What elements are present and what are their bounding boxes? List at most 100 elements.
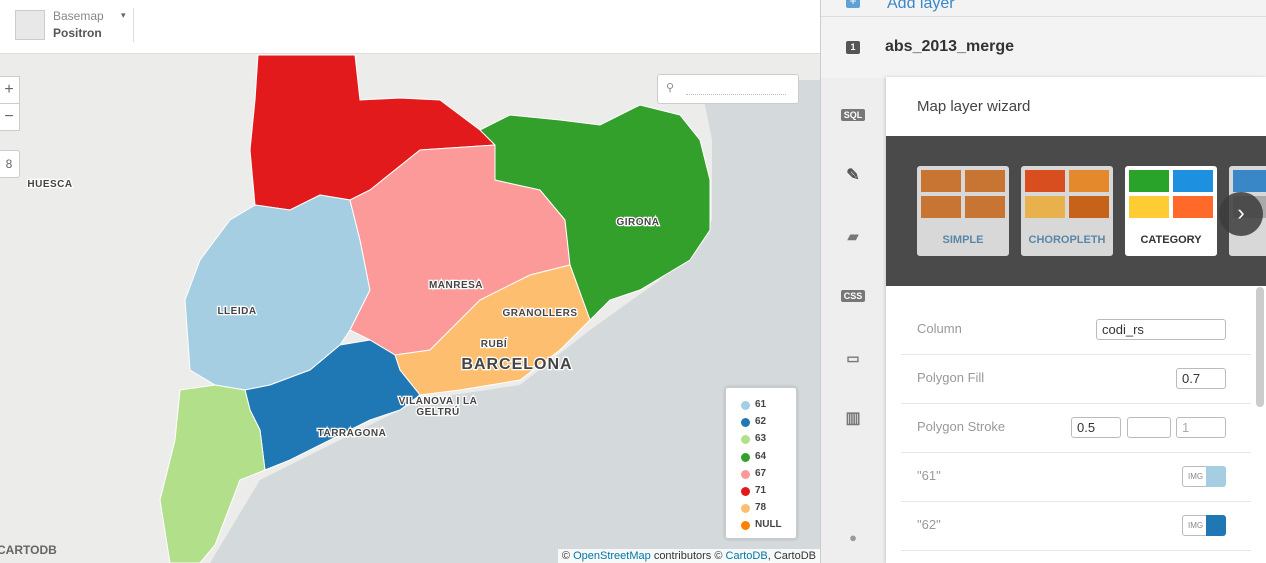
form-row xyxy=(901,305,1251,355)
form-row xyxy=(901,501,1251,551)
next-button[interactable]: › xyxy=(1219,192,1263,236)
toolbar: Basemap Positron ▾ xyxy=(0,0,820,54)
thumb-cell xyxy=(1069,170,1109,192)
thumb-cell xyxy=(965,196,1005,218)
wizard-type[interactable]: SIMPLE xyxy=(917,166,1009,256)
wizard-type[interactable]: CHOROPLETH xyxy=(1021,166,1113,256)
place-label: TARRAGONA xyxy=(318,428,387,439)
thumb-cell xyxy=(1173,170,1213,192)
layer-name[interactable]: abs_2013_merge xyxy=(885,38,1014,55)
wizard-title: Map layer wizard xyxy=(917,98,1031,115)
region[interactable] xyxy=(244,339,421,471)
form-row xyxy=(901,354,1251,404)
sql-tab[interactable]: SQL xyxy=(832,109,874,121)
powered-by[interactable]: CARTODB xyxy=(0,543,57,557)
form-label: "61" xyxy=(917,468,941,483)
legend-swatch xyxy=(741,487,750,496)
sea xyxy=(210,80,820,563)
place-label: MANRESA xyxy=(429,280,483,291)
column-select[interactable]: codi_rs xyxy=(1096,319,1226,340)
region[interactable] xyxy=(479,104,711,321)
layer-number: 1 xyxy=(846,41,860,54)
place-label: HUESCA xyxy=(27,179,72,190)
wizard-type[interactable]: CATEGORY xyxy=(1125,166,1217,256)
dropdown-caret[interactable]: ▾ xyxy=(121,10,126,20)
filters-tab[interactable]: ▥ xyxy=(845,410,861,427)
legend-label: 62 xyxy=(755,416,767,428)
legend-swatch xyxy=(741,435,750,445)
selection-pointer xyxy=(1155,279,1171,295)
legend-label: 78 xyxy=(755,502,767,514)
legend-swatch xyxy=(741,452,750,462)
infowindow-tab[interactable]: ▰ xyxy=(847,228,859,244)
thumb-cell xyxy=(965,170,1005,192)
place-label: GIRONA xyxy=(617,217,660,228)
legend-swatch xyxy=(741,521,750,531)
attribution-text: , CartoDB xyxy=(767,550,816,562)
map[interactable]: HUESCA LLEIDA MANRESA GIRONA GRANOLLERS RUBÍ B… xyxy=(0,0,820,563)
wizard-type-label: SIMPLE xyxy=(942,234,984,246)
thumb-cell xyxy=(1233,170,1266,192)
search-input[interactable] xyxy=(686,94,786,95)
sql-icon: SQL xyxy=(840,109,866,121)
legend-swatch xyxy=(741,418,750,428)
thumb-cell xyxy=(1173,196,1213,218)
tips-tab[interactable]: ● xyxy=(849,530,857,545)
zoom-out[interactable]: − xyxy=(0,103,20,131)
img-button[interactable]: IMG xyxy=(1182,466,1208,487)
add-layer[interactable]: Add layer xyxy=(887,0,955,12)
img-button[interactable]: IMG xyxy=(1182,515,1208,536)
divider xyxy=(821,16,1266,17)
place-label: GRANOLLERS xyxy=(503,308,578,319)
legend-tab[interactable]: ▭ xyxy=(846,350,860,366)
legend-swatch xyxy=(741,504,750,514)
form-label: Polygon Stroke xyxy=(917,419,1006,434)
form-row xyxy=(901,452,1251,502)
form-label: "62" xyxy=(917,517,941,532)
thumb-cell xyxy=(921,196,961,218)
legend-swatch xyxy=(741,469,750,479)
wizard-tab[interactable]: ✎ xyxy=(846,167,860,184)
form-row xyxy=(901,403,1251,453)
basemap-name[interactable]: Positron xyxy=(53,26,102,40)
thumb-cell xyxy=(1069,196,1109,218)
place-label: VILANOVA I LA xyxy=(399,396,478,407)
sidebar xyxy=(821,78,888,563)
css-tab[interactable]: CSS xyxy=(832,290,874,302)
color-swatch[interactable] xyxy=(1206,466,1226,487)
form-label: Polygon Fill xyxy=(917,370,985,385)
css-icon: CSS xyxy=(840,290,866,302)
zoom-in[interactable]: + xyxy=(0,76,20,104)
place-label: BARCELONA xyxy=(461,356,572,373)
add-layer-icon[interactable]: + xyxy=(846,0,860,8)
thumb-cell xyxy=(1025,170,1065,192)
place-label: GELTRÚ xyxy=(416,405,459,418)
color-swatch[interactable] xyxy=(1206,515,1226,536)
attribution: © OpenStreetMap contributors © CartoDB, … xyxy=(557,549,820,563)
legend-label: 61 xyxy=(755,399,767,410)
legend-swatch xyxy=(741,401,750,410)
stroke-color[interactable] xyxy=(1127,417,1171,438)
attribution-text: © xyxy=(561,550,571,562)
region[interactable] xyxy=(159,384,266,563)
fill-opacity[interactable]: 0.7 xyxy=(1176,368,1226,389)
thumb-cell xyxy=(921,170,961,192)
wizard-type-label: CATEGORY xyxy=(1140,234,1202,246)
scrollbar[interactable] xyxy=(1256,287,1264,407)
stroke-opacity[interactable]: 1 xyxy=(1176,417,1226,438)
legend-label: 63 xyxy=(755,433,767,445)
attribution-text: contributors © xyxy=(653,550,723,562)
basemap-thumb[interactable] xyxy=(15,10,45,40)
thumb-cell xyxy=(1129,196,1169,218)
stroke-width[interactable]: 0.5 xyxy=(1071,417,1121,438)
thumb-cell xyxy=(1025,196,1065,218)
osm-link[interactable]: OpenStreetMap xyxy=(573,550,651,562)
place-label: LLEIDA xyxy=(217,306,256,317)
cartodb-link[interactable]: CartoDB xyxy=(725,550,768,562)
search-icon: ⚲ xyxy=(666,82,675,94)
legend-label: NULL xyxy=(755,519,782,531)
wizard-type-label: CHOROPLETH xyxy=(1028,234,1106,246)
zoom-level: 8 xyxy=(0,150,20,178)
search-box[interactable]: ⚲ xyxy=(657,74,799,104)
